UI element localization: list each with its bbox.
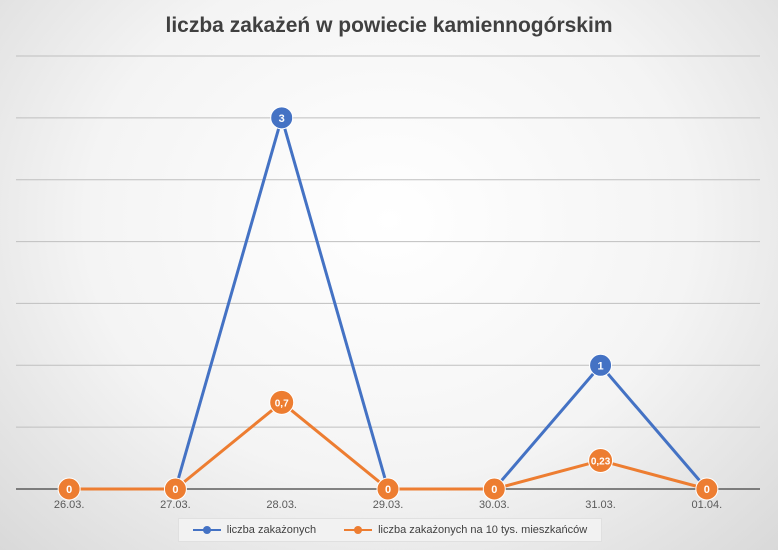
data-label-series-1: 1 [598, 360, 604, 372]
data-marker-series-2 [163, 477, 187, 501]
series-line-2 [69, 400, 708, 491]
chart-title: liczba zakażeń w powiecie kamiennogórski… [165, 14, 613, 37]
data-marker-series-2 [482, 477, 506, 501]
data-label-series-2: 0 [704, 484, 710, 496]
data-label-series-2: 0 [66, 484, 72, 496]
x-tick-label: 31.03. [585, 499, 616, 511]
legend-label-series-1: liczba zakażonych [226, 524, 317, 536]
data-label-series-2: 0,23 [591, 457, 611, 468]
legend-item-series-1: liczba zakażonych [192, 524, 317, 536]
legend: liczba zakażonych liczba zakażonych na 1… [178, 518, 602, 542]
data-label-series-2: 0 [172, 484, 178, 496]
data-label-series-2: 0 [385, 484, 391, 496]
legend-swatch-series-2 [344, 525, 373, 535]
data-marker-series-2 [376, 477, 400, 501]
x-tick-label: 29.03. [373, 499, 404, 511]
data-marker-series-2 [269, 389, 295, 415]
data-label-series-2: 0,7 [275, 398, 289, 409]
x-tick-label: 30.03. [479, 499, 510, 511]
data-marker-series-2 [695, 477, 719, 501]
x-tick-label: 28.03. [266, 499, 297, 511]
x-tick-label: 01.04. [692, 499, 723, 511]
legend-swatch-series-1 [192, 525, 221, 535]
x-tick-label: 27.03. [160, 499, 191, 511]
data-label-series-1: 3 [279, 113, 285, 125]
data-marker-series-2 [588, 448, 614, 474]
legend-label-series-2: liczba zakażonych na 10 tys. mieszkańców [378, 524, 588, 536]
data-marker-series-2 [57, 477, 81, 501]
legend-item-series-2: liczba zakażonych na 10 tys. mieszkańców [344, 524, 587, 536]
data-marker-series-1 [589, 353, 613, 377]
data-marker-series-1 [270, 106, 294, 130]
x-tick-label: 26.03. [54, 499, 85, 511]
data-label-series-2: 0 [491, 484, 497, 496]
